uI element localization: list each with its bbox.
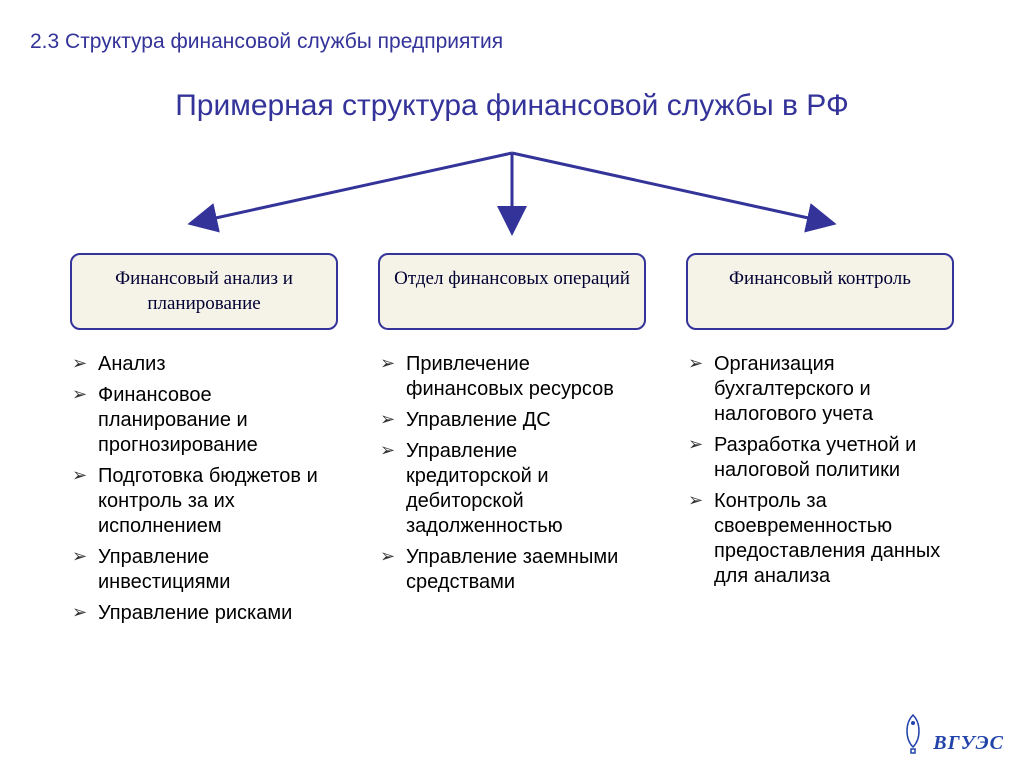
university-logo-icon [899, 713, 927, 755]
list-item: Контроль за своевременностью предоставле… [686, 489, 954, 589]
department-boxes-row: Финансовый анализ и планирование Отдел ф… [30, 253, 994, 330]
dept-box-analysis: Финансовый анализ и планирование [70, 253, 338, 330]
list-item: Разработка учетной и налоговой политики [686, 433, 954, 483]
list-item: Анализ [70, 352, 338, 377]
logo-corner: ВГУЭС [899, 713, 1004, 755]
department-lists-row: Анализ Финансовое планирование и прогноз… [30, 352, 994, 632]
list-item: Привлечение финансовых ресурсов [378, 352, 646, 402]
dept-box-control: Финансовый контроль [686, 253, 954, 330]
dept-list-analysis: Анализ Финансовое планирование и прогноз… [70, 352, 338, 632]
branching-arrows [132, 143, 892, 253]
dept-box-operations: Отдел финансовых операций [378, 253, 646, 330]
list-item: Подготовка бюджетов и контроль за их исп… [70, 464, 338, 539]
logo-text: ВГУЭС [933, 732, 1004, 755]
list-item: Управление инвестициями [70, 545, 338, 595]
list-item: Управление рисками [70, 601, 338, 626]
list-item: Организация бухгалтерского и налогового … [686, 352, 954, 427]
main-title: Примерная структура финансовой службы в … [30, 89, 994, 123]
list-item: Финансовое планирование и прогнозировани… [70, 383, 338, 458]
dept-list-operations: Привлечение финансовых ресурсов Управлен… [378, 352, 646, 632]
list-item: Управление заемными средствами [378, 545, 646, 595]
section-header: 2.3 Структура финансовой службы предприя… [30, 30, 994, 54]
dept-list-control: Организация бухгалтерского и налогового … [686, 352, 954, 632]
list-item: Управление ДС [378, 408, 646, 433]
list-item: Управление кредиторской и дебиторской за… [378, 439, 646, 539]
